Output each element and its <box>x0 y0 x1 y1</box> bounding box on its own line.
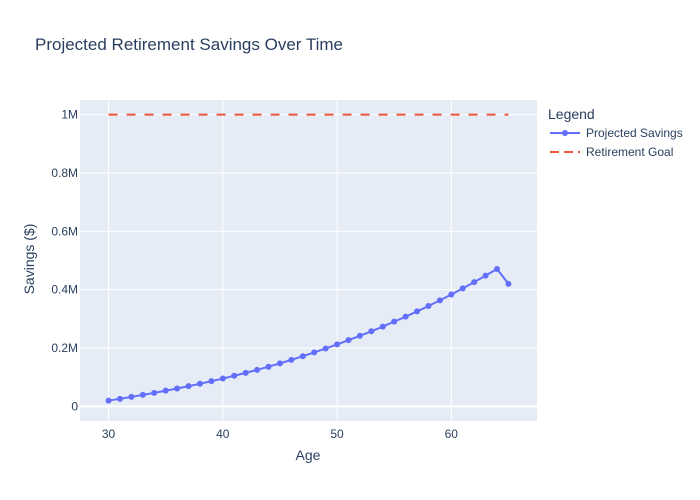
x-tick-label: 40 <box>216 427 230 441</box>
data-point <box>174 385 181 392</box>
x-axis-label: Age <box>296 447 321 463</box>
data-point <box>254 366 261 373</box>
data-point <box>379 323 386 330</box>
data-point <box>162 387 169 394</box>
x-tick-label: 60 <box>445 427 459 441</box>
data-point <box>505 280 512 287</box>
data-point <box>425 303 432 310</box>
x-tick-label: 30 <box>102 427 116 441</box>
data-point <box>448 291 455 298</box>
data-point <box>288 356 295 363</box>
y-axis-label: Savings ($) <box>21 224 37 295</box>
y-tick-label: 0.4M <box>51 283 78 297</box>
data-point <box>356 332 363 339</box>
data-point <box>334 341 341 348</box>
legend: Legend Projected Savings Retirement Goal <box>548 106 683 159</box>
data-point <box>482 272 489 279</box>
data-point <box>402 313 409 320</box>
data-point <box>459 285 466 292</box>
data-point <box>391 318 398 325</box>
data-point <box>105 397 112 404</box>
y-tick-label: 1M <box>61 108 78 122</box>
data-point <box>208 378 215 385</box>
data-point <box>345 337 352 344</box>
data-point <box>185 383 192 390</box>
data-point <box>368 328 375 335</box>
data-point <box>151 389 158 396</box>
legend-label: Projected Savings <box>586 126 683 140</box>
chart-title: Projected Retirement Savings Over Time <box>35 35 343 54</box>
data-point <box>299 353 306 360</box>
y-tick-label: 0.6M <box>51 224 78 238</box>
data-point <box>265 363 272 370</box>
data-point <box>231 372 238 379</box>
data-point <box>219 375 226 382</box>
plot-area: 30 40 50 60 0 0.2M 0.4M 0.6M 0.8M 1M <box>51 100 537 441</box>
data-point <box>322 345 329 352</box>
data-point <box>116 395 123 402</box>
data-point <box>414 308 421 315</box>
legend-marker-projected-savings <box>562 130 568 136</box>
data-point <box>242 369 249 376</box>
data-point <box>494 265 501 272</box>
data-point <box>471 279 478 286</box>
data-point <box>196 380 203 387</box>
legend-items: Projected Savings Retirement Goal <box>550 126 683 159</box>
data-point <box>436 297 443 304</box>
y-tick-label: 0.2M <box>51 341 78 355</box>
legend-title: Legend <box>548 106 595 122</box>
legend-label: Retirement Goal <box>586 145 673 159</box>
data-point <box>276 360 283 367</box>
x-tick-label: 50 <box>330 427 344 441</box>
y-tick-label: 0.8M <box>51 166 78 180</box>
data-point <box>128 393 135 400</box>
data-point <box>139 391 146 398</box>
y-tick-label: 0 <box>71 399 78 413</box>
plot-background <box>80 100 537 421</box>
data-point <box>311 349 318 356</box>
